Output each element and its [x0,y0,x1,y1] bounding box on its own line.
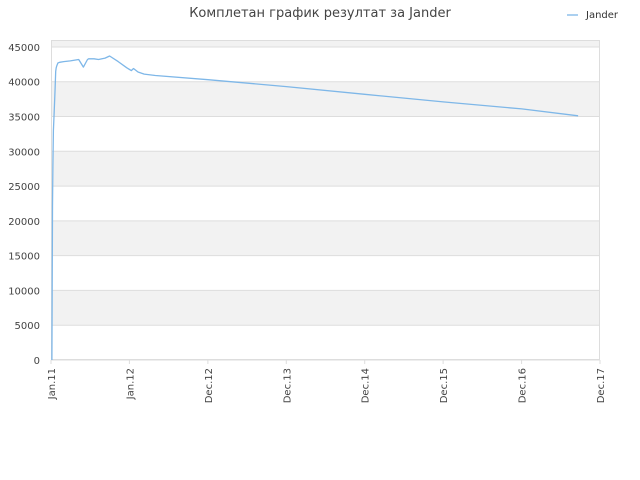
grid-band [51,81,600,117]
y-tick-label: 40000 [8,78,40,89]
y-tick-label: 5000 [15,321,40,332]
x-tick-label: Dec.12 [204,368,215,403]
grid-band [51,46,600,82]
series-line-jander [51,55,579,361]
y-tick-label: 10000 [8,286,40,297]
background-bands [51,40,600,360]
y-tick-label: 30000 [8,147,40,158]
gridlines [51,46,600,361]
y-tick-label: 35000 [8,113,40,124]
plot-frame [51,40,600,360]
grid-band [51,116,600,152]
y-tick-label: 15000 [8,252,40,263]
legend-label: Jander [585,10,619,21]
x-tick-label: Dec.17 [596,368,607,403]
x-tick-label: Jan.11 [47,368,58,400]
y-tick-label: 25000 [8,182,40,193]
x-axis-ticks: Jan.11 Jan.12 Dec.12 Dec.13 Dec.14 Dec.15 Dec.… [47,360,607,403]
grid-band [51,186,600,221]
grid-band [51,40,600,47]
x-tick-label: Dec.15 [439,368,450,403]
y-tick-label: 20000 [8,217,40,228]
series-layer [51,55,579,361]
legend: Jander [567,10,619,21]
y-axis-ticks: 0 5000 10000 15000 20000 25000 30000 35000 40000… [8,43,40,367]
x-tick-label: Dec.16 [518,368,529,403]
x-tick-label: Jan.12 [125,368,136,400]
grid-band [51,325,600,360]
axes [51,40,600,360]
x-tick-label: Dec.14 [361,368,372,403]
grid-band [51,151,600,187]
chart-title: Комплетан график резултат за Jander [189,6,451,21]
y-tick-label: 0 [34,356,40,367]
y-tick-label: 45000 [8,43,40,54]
grid-band [51,290,600,326]
grid-band [51,255,600,291]
grid-band [51,220,600,256]
x-tick-label: Dec.13 [282,368,293,403]
